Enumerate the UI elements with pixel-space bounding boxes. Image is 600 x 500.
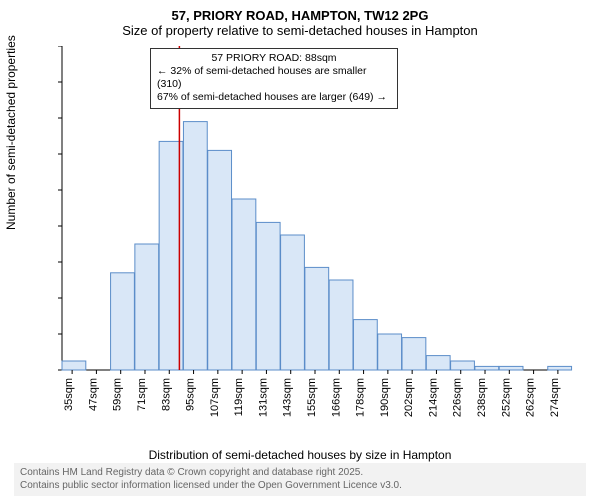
x-tick-label: 262sqm [525, 378, 537, 417]
x-tick-label: 35sqm [63, 378, 75, 411]
histogram-bar [281, 235, 305, 370]
x-tick-label: 155sqm [306, 378, 318, 417]
x-tick-label: 238sqm [476, 378, 488, 417]
histogram-bar [135, 244, 159, 370]
histogram-bar [353, 320, 377, 370]
x-tick-label: 71sqm [136, 378, 148, 411]
x-tick-label: 202sqm [403, 378, 415, 417]
x-tick-label: 131sqm [257, 378, 269, 417]
histogram-bar [426, 356, 450, 370]
x-tick-label: 166sqm [330, 378, 342, 417]
histogram-bar [183, 122, 207, 370]
histogram-bar [256, 222, 280, 370]
annotation-line2: ← 32% of semi-detached houses are smalle… [157, 65, 391, 91]
x-tick-label: 226sqm [452, 378, 464, 417]
histogram-bar [548, 366, 572, 370]
histogram-bar [499, 366, 523, 370]
x-tick-label: 95sqm [185, 378, 197, 411]
x-tick-label: 190sqm [379, 378, 391, 417]
footer-line2: Contains public sector information licen… [20, 480, 580, 493]
chart-title-sub: Size of property relative to semi-detach… [0, 23, 600, 42]
attribution-footer: Contains HM Land Registry data © Crown c… [14, 463, 586, 496]
histogram-bar [451, 361, 475, 370]
histogram-bar [111, 273, 135, 370]
annotation-line1: 57 PRIORY ROAD: 88sqm [157, 52, 391, 65]
x-tick-label: 143sqm [282, 378, 294, 417]
y-axis-label: Number of semi-detached properties [4, 35, 18, 230]
x-tick-label: 178sqm [355, 378, 367, 417]
x-tick-label: 274sqm [549, 378, 561, 417]
histogram-bar [62, 361, 86, 370]
histogram-bar [208, 150, 232, 370]
x-tick-label: 107sqm [209, 378, 221, 417]
histogram-bar [378, 334, 402, 370]
histogram-bar [402, 338, 426, 370]
x-tick-label: 47sqm [87, 378, 99, 411]
x-tick-label: 252sqm [500, 378, 512, 417]
histogram-bar [329, 280, 353, 370]
plot-area: 02040608010012014016018035sqm47sqm59sqm7… [58, 46, 578, 418]
chart-container: 57, PRIORY ROAD, HAMPTON, TW12 2PG Size … [0, 0, 600, 500]
chart-title-main: 57, PRIORY ROAD, HAMPTON, TW12 2PG [0, 0, 600, 23]
histogram-bar [305, 267, 329, 370]
x-tick-label: 119sqm [233, 378, 245, 416]
annotation-box: 57 PRIORY ROAD: 88sqm ← 32% of semi-deta… [150, 48, 398, 109]
x-tick-label: 214sqm [427, 378, 439, 417]
annotation-line3: 67% of semi-detached houses are larger (… [157, 91, 391, 104]
x-tick-label: 59sqm [112, 378, 124, 411]
histogram-bar [232, 199, 256, 370]
x-axis-label: Distribution of semi-detached houses by … [0, 448, 600, 462]
histogram-bar [475, 366, 499, 370]
x-tick-label: 83sqm [160, 378, 172, 411]
footer-line1: Contains HM Land Registry data © Crown c… [20, 467, 580, 480]
